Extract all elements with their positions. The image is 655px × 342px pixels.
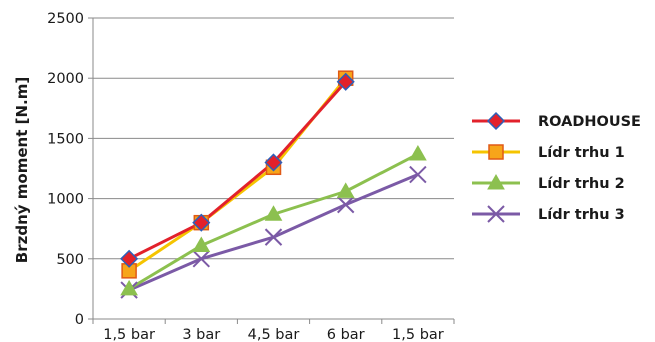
- data-point-l-dr-trhu-2: [192, 236, 211, 253]
- series-line-roadhouse: [128, 80, 347, 261]
- legend-item-l-dr-trhu-2: Lídr trhu 2: [472, 173, 625, 192]
- data-point-roadhouse: [264, 153, 283, 172]
- data-point-roadhouse: [192, 213, 211, 232]
- x-tick-label: 3 bar: [182, 327, 220, 342]
- legend-marker: [487, 173, 505, 190]
- data-point-l-dr-trhu-2: [336, 182, 355, 198]
- data-point-roadhouse: [120, 249, 139, 268]
- legend-item-roadhouse: ROADHOUSE: [472, 111, 641, 131]
- data-point-l-dr-trhu-2: [264, 205, 283, 221]
- y-tick-label: 2500: [47, 11, 84, 27]
- data-point-l-dr-trhu-3: [336, 195, 355, 214]
- marker-stroke: [487, 205, 505, 223]
- data-point-l-dr-trhu-3: [409, 165, 427, 184]
- x-tick-label: 6 bar: [327, 327, 365, 342]
- legend-item-l-dr-trhu-1: Lídr trhu 1: [472, 144, 625, 161]
- marker-stroke: [409, 165, 427, 184]
- legend-marker: [486, 111, 506, 131]
- legend-item-l-dr-trhu-3: Lídr trhu 3: [472, 205, 625, 223]
- x-tick-label: 1,5 bar: [103, 327, 155, 342]
- data-point-roadhouse: [336, 72, 355, 91]
- legend-marker: [487, 205, 505, 223]
- data-point-l-dr-trhu-2: [409, 145, 427, 161]
- data-point-l-dr-trhu-2: [120, 279, 138, 296]
- data-point-l-dr-trhu-3: [264, 228, 283, 246]
- marker-stroke: [336, 195, 355, 214]
- x-tick-label: 1,5 bar: [392, 327, 444, 342]
- legend-label: Lídr trhu 3: [538, 207, 625, 223]
- legend-marker: [488, 144, 504, 160]
- marker-stroke: [192, 250, 211, 268]
- data-point-l-dr-trhu-3: [192, 250, 211, 268]
- y-axis-label: Brzdný moment [N.m]: [13, 77, 31, 263]
- y-tick-label: 500: [56, 252, 84, 268]
- legend-label: Lídr trhu 1: [538, 145, 625, 161]
- series-markers: [120, 70, 427, 299]
- legend-label: ROADHOUSE: [538, 114, 641, 130]
- marker-stroke: [264, 228, 283, 246]
- series-line-l-dr-trhu-3: [128, 173, 419, 292]
- legend-label: Lídr trhu 2: [538, 176, 625, 192]
- axes: 0 500 1000 1500 2000 2500 1,5 bar 3 bar 4,5 bar 6…: [47, 11, 455, 342]
- y-tick-label: 2000: [47, 71, 84, 87]
- y-tick-label: 0: [75, 312, 84, 328]
- legend: ROADHOUSE Lídr trhu 1 Lídr trhu 2 Lídr trhu…: [472, 111, 641, 223]
- x-tick-label: 4,5 bar: [248, 327, 300, 342]
- y-tick-label: 1000: [47, 192, 84, 208]
- y-tick-label: 1500: [47, 131, 84, 147]
